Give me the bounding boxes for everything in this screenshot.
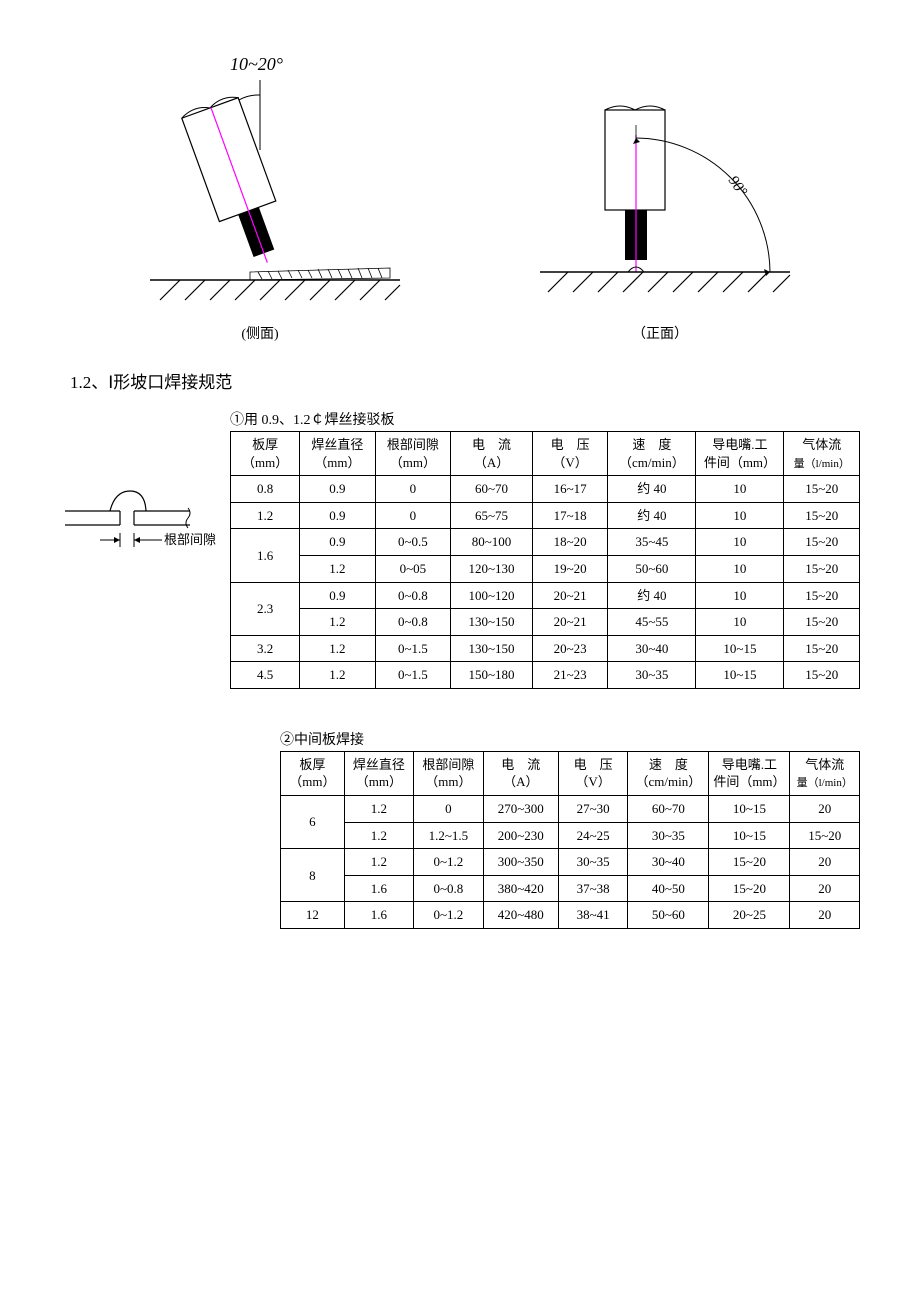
table-row: 81.20~1.2300~35030~3530~4015~2020 xyxy=(281,849,860,876)
table2: 板厚（mm） 焊丝直径（mm） 根部间隙（mm） 电 流（A） 电 压（V） 速… xyxy=(280,751,860,929)
table-row: 1.20.9065~7517~18约 401015~20 xyxy=(231,502,860,529)
welding-diagrams: 10~20° xyxy=(60,40,860,343)
table-row: 1.21.2~1.5200~23024~2530~3510~1515~20 xyxy=(281,822,860,849)
side-view-diagram: 10~20° xyxy=(110,40,410,343)
table1: 板厚（mm） 焊丝直径（mm） 根部间隙（mm） 电 流（A） 电 压（V） 速… xyxy=(230,431,860,689)
table-row: 1.60.90~0.580~10018~2035~451015~20 xyxy=(231,529,860,556)
front-view-diagram: 90° （正面） xyxy=(510,40,810,343)
section-heading: 1.2、Ⅰ形坡口焊接规范 xyxy=(70,368,860,393)
table-row: 2.30.90~0.8100~12020~21约 401015~20 xyxy=(231,582,860,609)
table-row: 0.80.9060~7016~17约 401015~20 xyxy=(231,476,860,503)
joint-detail-diagram: 根部间隙 xyxy=(60,405,230,580)
side-view-svg: 10~20° xyxy=(110,40,410,310)
table-row: 4.51.20~1.5150~18021~2330~3510~1515~20 xyxy=(231,662,860,689)
table-row: 61.20270~30027~3060~7010~1520 xyxy=(281,796,860,823)
front-view-svg: 90° xyxy=(510,40,810,310)
angle-label: 10~20° xyxy=(230,54,283,74)
side-caption: (侧面) xyxy=(110,323,410,343)
table-row: 1.20~05120~13019~2050~601015~20 xyxy=(231,556,860,583)
svg-text:根部间隙: 根部间隙 xyxy=(164,532,216,547)
table-row: 121.60~1.2420~48038~4150~6020~2520 xyxy=(281,902,860,929)
front-caption: （正面） xyxy=(510,323,810,343)
table-row: 1.20~0.8130~15020~2145~551015~20 xyxy=(231,609,860,636)
table1-title: ①用 0.9、1.2￠焊丝接驳板 xyxy=(230,409,860,429)
table-row: 1.60~0.8380~42037~3840~5015~2020 xyxy=(281,875,860,902)
table2-title: ②中间板焊接 xyxy=(280,729,860,749)
table-row: 3.21.20~1.5130~15020~2330~4010~1515~20 xyxy=(231,635,860,662)
